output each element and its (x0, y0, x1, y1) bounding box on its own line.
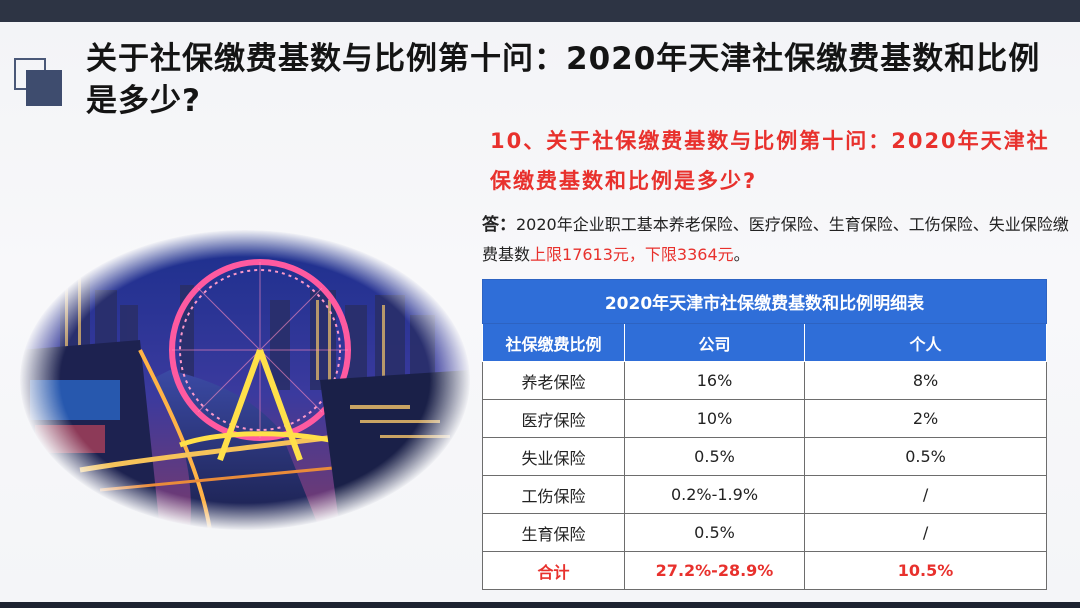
table-row: 失业保险 0.5% 0.5% (482, 437, 1048, 476)
question-heading: 10、关于社保缴费基数与比例第十问：2020年天津社保缴费基数和比例是多少? (490, 129, 1050, 193)
row-item: 医疗保险 (482, 399, 625, 438)
table-row: 养老保险 16% 8% (482, 361, 1048, 400)
row-item: 工伤保险 (482, 475, 625, 514)
table-row: 工伤保险 0.2%-1.9% / (482, 475, 1048, 514)
slide-title: 关于社保缴费基数与比例第十问：2020年天津社保缴费基数和比例是多少? (86, 41, 1041, 119)
answer-label: 答： (482, 215, 516, 235)
table-row: 生育保险 0.5% / (482, 513, 1048, 552)
tianjin-eye-photo (20, 230, 470, 530)
fee-detail-table: 2020年天津市社保缴费基数和比例明细表 社保缴费比例 公司 个人 养老保险 1… (481, 279, 1048, 590)
row-personal: / (803, 475, 1048, 514)
row-company: 10% (624, 399, 805, 438)
total-company: 27.2%-28.9% (624, 551, 805, 590)
table-caption: 2020年天津市社保缴费基数和比例明细表 (481, 279, 1048, 324)
row-personal: / (803, 513, 1048, 552)
header-personal: 个人 (803, 323, 1048, 362)
answer-highlight: 上限17613元，下限3364元 (530, 245, 734, 264)
row-company: 0.5% (624, 437, 805, 476)
header-company: 公司 (624, 323, 805, 362)
row-personal: 2% (803, 399, 1048, 438)
row-personal: 0.5% (803, 437, 1048, 476)
answer-end: 。 (733, 245, 750, 264)
header-item: 社保缴费比例 (482, 323, 625, 362)
row-company: 0.5% (624, 513, 805, 552)
total-personal: 10.5% (803, 551, 1048, 590)
answer-paragraph: 答：2020年企业职工基本养老保险、医疗保险、生育保险、工伤保险、失业保险缴费基… (482, 210, 1072, 269)
row-item: 失业保险 (482, 437, 625, 476)
row-item: 生育保险 (482, 513, 625, 552)
top-bar (0, 0, 1080, 22)
row-company: 0.2%-1.9% (624, 475, 805, 514)
city-night-illustration (20, 230, 470, 530)
row-item: 养老保险 (482, 361, 625, 400)
total-row: 合计 27.2%-28.9% 10.5% (482, 551, 1048, 590)
row-company: 16% (624, 361, 805, 400)
decorative-square-filled (26, 70, 62, 106)
table-row: 医疗保险 10% 2% (482, 399, 1048, 438)
answer-text: 2020年企业职工基本养老保险、医疗保险、生育保险、工伤保险、失业保险缴费基数 (482, 215, 1069, 264)
total-item: 合计 (482, 551, 625, 590)
row-personal: 8% (803, 361, 1048, 400)
bottom-bar (0, 602, 1080, 608)
